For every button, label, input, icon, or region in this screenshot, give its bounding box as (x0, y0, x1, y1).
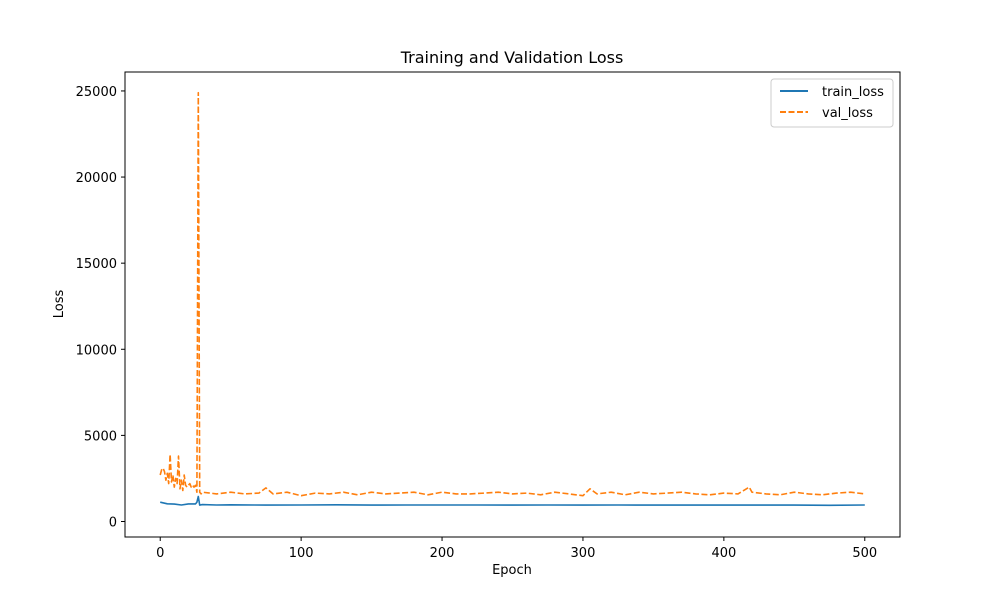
x-tick-label: 400 (711, 546, 736, 561)
chart-title: Training and Validation Loss (400, 48, 624, 67)
legend-label-val-loss: val_loss (822, 106, 873, 121)
series-line-val-loss (159, 91, 865, 497)
x-tick-label: 200 (430, 546, 455, 561)
x-axis: 0 100 200 300 400 500 (156, 537, 877, 561)
legend: train_loss val_loss (770, 78, 894, 128)
y-tick-label: 15000 (76, 257, 117, 272)
y-tick-label: 25000 (76, 85, 117, 100)
y-tick-label: 20000 (76, 171, 117, 186)
legend-label-train-loss: train_loss (822, 85, 884, 100)
y-tick-label: 0 (109, 516, 117, 531)
plot-area (159, 91, 865, 507)
x-tick-label: 300 (571, 546, 596, 561)
axes-frame (124, 71, 901, 538)
x-axis-title: Epoch (492, 563, 532, 578)
y-axis: 0 5000 10000 15000 20000 25000 (76, 85, 125, 531)
x-tick-label: 500 (852, 546, 877, 561)
y-axis-title: Loss (52, 290, 67, 319)
x-tick-label: 100 (289, 546, 314, 561)
y-tick-label: 10000 (76, 343, 117, 358)
series-line-train-loss (160, 495, 865, 507)
y-tick-label: 5000 (84, 429, 117, 444)
x-tick-label: 0 (156, 546, 164, 561)
